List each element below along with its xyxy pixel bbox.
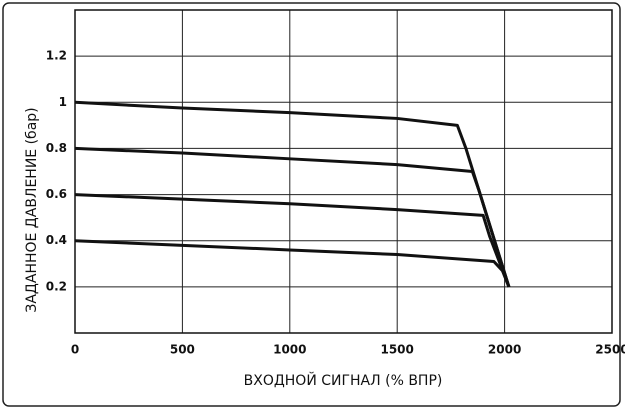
series-line <box>74 193 511 288</box>
y-tick-label: 1.2 <box>46 49 67 63</box>
x-axis-title: ВХОДНОЙ СИГНАЛ (% ВПР) <box>244 371 443 389</box>
y-tick-label: 1 <box>59 95 67 109</box>
plot-frame <box>74 9 613 334</box>
y-tick-label: 0.4 <box>46 233 67 247</box>
y-tick-label: 0.8 <box>46 141 67 155</box>
y-tick-label: 0.6 <box>46 187 67 201</box>
x-tick-label: 2000 <box>488 343 521 357</box>
x-tick-label: 1000 <box>273 343 306 357</box>
x-tick-label: 2500 <box>595 343 625 357</box>
x-tick-label: 1500 <box>380 343 413 357</box>
outer-border <box>2 2 621 407</box>
y-axis-title: ЗАДАННОЕ ДАВЛЕНИЕ (бар) <box>24 107 40 312</box>
series-line <box>74 100 511 288</box>
series-line <box>74 146 511 288</box>
x-tick-label: 500 <box>170 343 195 357</box>
y-tick-label: 0.2 <box>46 279 67 293</box>
x-tick-label: 0 <box>71 343 79 357</box>
series-line <box>74 239 511 288</box>
